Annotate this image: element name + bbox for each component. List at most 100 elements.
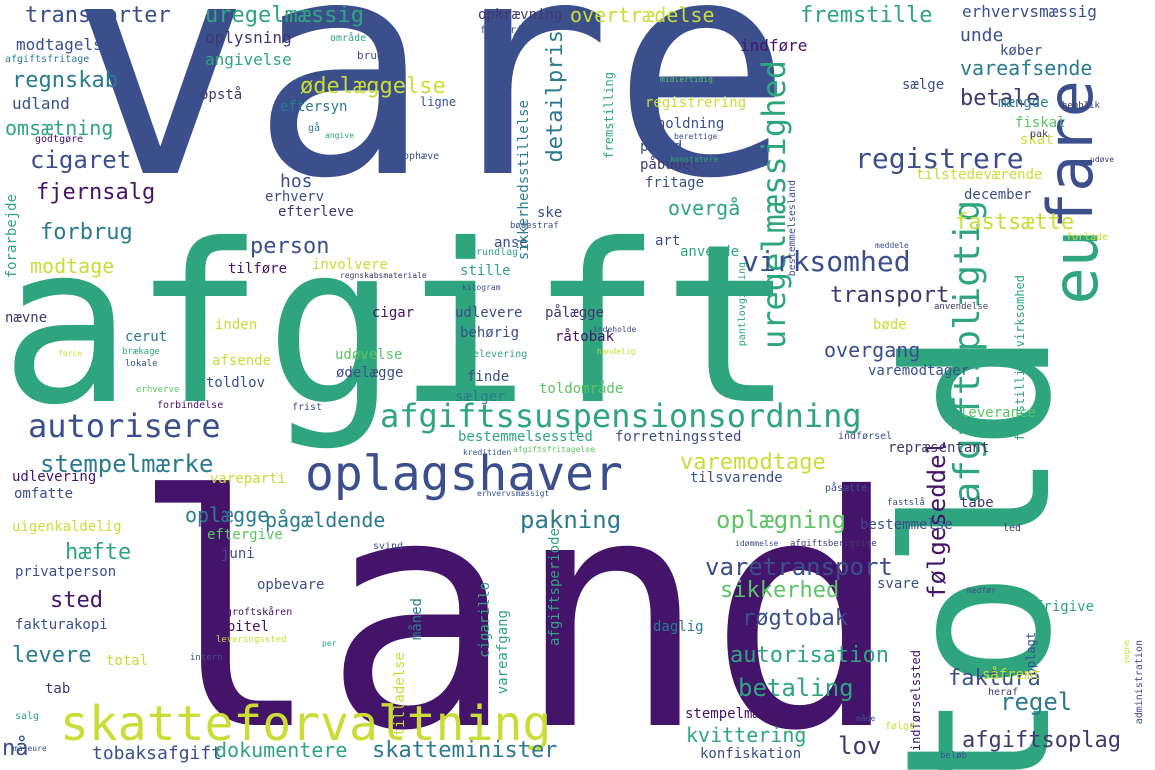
word: ødelæggelse [300,74,446,99]
word: omsætning [5,116,114,140]
word: virksomhed [742,245,911,278]
word: pågældende [265,508,386,532]
word: lov [838,732,882,760]
word: autorisation [730,643,889,668]
word: pakning [520,506,622,534]
word: varetransport [705,553,893,581]
word: konfiskation [700,746,802,762]
word: stempelmærkeværdi [685,706,829,722]
word: opkrævning [478,7,563,23]
word: cerut [125,329,168,345]
word: opstå [200,87,243,103]
word: tobaksafgift [92,743,223,764]
word: forarbejde [4,194,20,279]
word: godtgøre [35,134,84,145]
word: majeure [13,744,47,753]
word: vegne [1122,640,1131,665]
word: erhverve [136,385,180,395]
word: oplægning [716,506,847,534]
word: måned [409,598,425,641]
word: afgiftsperiode [547,528,563,647]
word: tilføre [228,261,288,277]
word: tilsvarende [690,470,783,486]
word: afgiftssuspensionsordning [380,397,862,435]
word: frigive [1035,599,1095,615]
word: lokale [125,359,158,369]
word: toldområde [539,381,624,397]
word: forbindelse [157,400,224,411]
word: salg [15,711,40,722]
word: bøde [873,317,907,333]
word: cigaret [30,146,132,174]
word: stille [460,263,511,279]
word: registrering [645,95,747,111]
word: faktura [948,666,1041,691]
word: afgiftsfritagelse [513,445,595,454]
word: modtagelse [16,35,113,54]
word: kapitel [210,619,270,635]
word: land [130,429,901,770]
word: ødelægge [336,365,404,381]
word: indføre [740,36,808,55]
word: fjernsalg [36,180,156,205]
word: detailpris [543,30,568,163]
word: toldlov [206,375,266,391]
word: bestemmelse [860,517,953,533]
word: privatperson [15,564,117,580]
word: cigar [372,305,415,321]
word: overgang [824,338,921,362]
word: hos [280,171,313,192]
word: vareparti [210,471,286,487]
word: udland [12,94,70,113]
word: midlertidig [660,75,713,84]
word: sted [50,588,103,613]
word: køber [1000,43,1043,59]
word: pålægge [545,305,605,321]
word: kreditiden [463,448,512,457]
word: brug [357,49,384,62]
word: vareafsende [960,56,1093,80]
word: person [250,234,330,259]
word: konstatere [670,155,719,164]
word: heraf [988,687,1019,698]
word: anvende [680,244,740,260]
word: fastslå [887,498,925,508]
word: erhverv [265,189,325,205]
word: røgtobak [742,606,848,631]
word: skatteminister [372,738,558,763]
word: oplysning [205,28,292,47]
word: sikkerhedsstillelse [516,100,532,261]
word: fremstille [800,3,933,28]
word: art [655,233,681,249]
word: såfremt [982,667,1042,683]
word: afgift [0,197,795,453]
word: inden [215,317,258,333]
word: meddele [875,241,909,250]
word: transport [830,283,950,308]
word: berettige [674,132,718,141]
word: følge [885,721,916,732]
word: indførsel [838,431,893,442]
word: erhvervsmæssigt [477,489,550,498]
word: forbrug [40,220,133,245]
word: finde [467,369,510,385]
word: anvendelse [934,302,989,312]
word: vareafgang [495,610,511,695]
word: område [330,33,367,44]
word: forlade [1066,232,1109,243]
word: afgiftsfritage [5,54,90,65]
word: svare [877,576,920,592]
word: forretningssted [615,429,742,445]
word: bestemmelsessted [458,429,593,445]
word: udøve [1090,155,1115,164]
word: regnskabsmateriale [340,271,427,280]
word: grundlag [470,247,519,258]
word: ske [537,205,563,221]
word: regnskab [12,68,118,93]
word: kvittering [686,723,807,747]
word: sælge [902,77,945,93]
word: beholdning [640,116,725,132]
word: bødestraf [510,221,559,231]
word: fritage [645,175,705,191]
